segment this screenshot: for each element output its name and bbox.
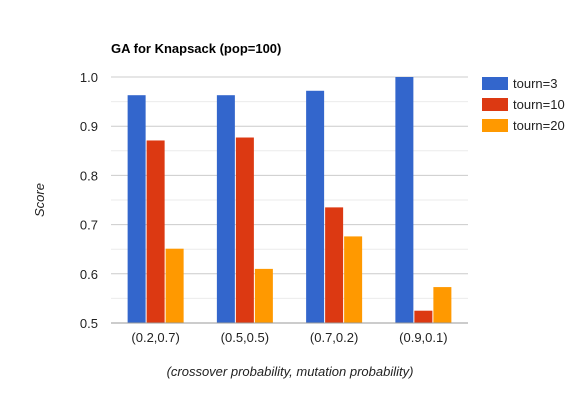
- bar-tourn-10-1: [235, 137, 254, 323]
- legend-label: tourn=3: [513, 76, 557, 91]
- bar-tourn-20-2: [344, 236, 363, 323]
- y-tick-label: 0.5: [80, 316, 98, 331]
- bar-tourn-3-1: [216, 95, 235, 323]
- x-axis-label: (crossover probability, mutation probabi…: [167, 364, 414, 379]
- bar-tourn-10-2: [325, 207, 344, 323]
- x-tick-label: (0.2,0.7): [131, 330, 179, 345]
- y-tick-label: 0.6: [80, 267, 98, 282]
- bar-tourn-3-2: [306, 90, 325, 323]
- bar-tourn-10-0: [146, 140, 165, 323]
- bars: [127, 77, 452, 323]
- y-axis-label: Score: [32, 183, 47, 217]
- legend: tourn=3 tourn=10 tourn=20: [482, 76, 565, 133]
- x-tick-label: (0.7,0.2): [310, 330, 358, 345]
- bar-tourn-10-3: [414, 310, 433, 323]
- x-tick-labels: (0.2,0.7) (0.5,0.5) (0.7,0.2) (0.9,0.1): [131, 330, 447, 345]
- y-tick-labels: 0.5 0.6 0.7 0.8 0.9 1.0: [80, 70, 98, 331]
- bar-tourn-3-3: [395, 77, 414, 323]
- y-tick-label: 0.7: [80, 218, 98, 233]
- x-tick-label: (0.9,0.1): [399, 330, 447, 345]
- legend-swatch: [482, 98, 508, 111]
- bar-tourn-20-3: [433, 287, 452, 323]
- legend-swatch: [482, 119, 508, 132]
- legend-label: tourn=10: [513, 97, 565, 112]
- bar-tourn-20-0: [165, 248, 184, 323]
- legend-swatch: [482, 77, 508, 90]
- legend-label: tourn=20: [513, 118, 565, 133]
- y-tick-label: 0.9: [80, 119, 98, 134]
- y-tick-label: 0.8: [80, 168, 98, 183]
- chart-title: GA for Knapsack (pop=100): [111, 41, 281, 56]
- bar-tourn-3-0: [127, 95, 146, 323]
- bar-tourn-20-1: [254, 268, 273, 323]
- x-tick-label: (0.5,0.5): [221, 330, 269, 345]
- y-tick-label: 1.0: [80, 70, 98, 85]
